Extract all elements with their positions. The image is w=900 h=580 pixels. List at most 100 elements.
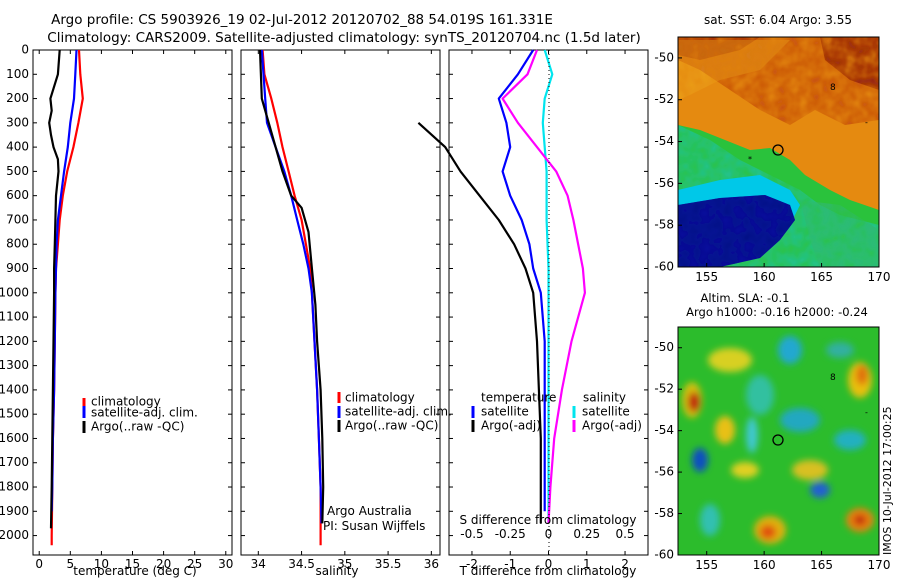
map-y-tick-label: -56 [654,176,674,190]
salinity-axis-label: salinity [315,564,358,578]
credit-institution: Argo Australia [327,504,412,518]
sst-map-axes: 155 160 165 170 -50 -52 -54 -56 -58 -60 [654,50,890,284]
argo-location-marker [772,434,784,446]
x2-tick-label: 0.25 [573,527,600,541]
temperature-axis-label: temperature (deg C) [73,564,196,578]
sla-map-frame [677,326,880,556]
y-tick-label: 800 [6,237,29,251]
map-y-tick-label: -54 [654,134,674,148]
y-tick-label: 1400 [0,382,29,396]
map-x-tick-label: 155 [695,558,718,572]
x-tick-label: 36 [424,557,439,571]
y-tick-label: 300 [6,115,29,129]
series-line-satellite-adj-clim- [50,49,78,512]
float-glyph: * [748,155,752,164]
map-x-tick-label: 160 [753,270,776,284]
temperature-plot-frame [32,49,233,556]
legend-title-temperature: temperature [481,391,556,405]
sla-map-side-label: IMOS 10-Jul-2012 17:00:25 [881,406,894,555]
x-tick-label: 35 [337,557,352,571]
y-tick-label: 1800 [0,480,29,494]
y-tick-label: 700 [6,212,29,226]
salinity-plot-frame [240,49,441,556]
series-line-s-argo-adj- [501,49,587,524]
float-glyph: 8 [830,373,836,383]
legend-label-satellite: satellite-adj. clim. [345,405,452,419]
x-tick-label: 0 [545,557,553,571]
y-tick-label: 1200 [0,334,29,348]
sla-map-title-line2: Argo h1000: -0.16 h2000: -0.24 [686,305,868,319]
y-tick-label: 2000 [0,528,29,542]
salinity-legend: climatology satellite-adj. clim. Argo(..… [337,391,452,433]
temperature-profile-plot: 0 5 10 15 20 25 300100200300400500600700800900… [0,43,233,572]
legend-label-s-argo: Argo(-adj) [582,419,642,433]
salinity-profile-plot: 34 34.5 35 35.5 36 [241,49,440,571]
x2-tick-label: 0.5 [615,527,634,541]
sst-field [678,37,879,267]
y-tick-label: 1900 [0,504,29,518]
x2-tick-label: -0.25 [495,527,526,541]
x2-tick-label: 0 [545,527,553,541]
y-tick-label: 200 [6,91,29,105]
map-y-tick-label: -54 [654,423,674,437]
series-line-argo-raw-qc- [258,49,325,524]
y-tick-label: 1000 [0,285,29,299]
y-tick-label: 400 [6,140,29,154]
figure-title-line2: Climatology: CARS2009. Satellite-adjuste… [47,30,640,46]
difference-profile-plot: -2 -1 0 1 2 [417,49,648,571]
float-glyph: - [865,408,868,417]
sst-map: sat. SST: 6.04 Argo: 3.55 155 160 165 170 -5… [654,13,890,284]
legend-label-s-satellite: satellite [582,405,630,419]
sla-map-axes: 155 160 165 170 -50 -52 -54 -56 -58 -60 [654,340,890,572]
map-y-tick-label: -58 [654,506,674,520]
series-line-argo-raw-qc- [48,49,61,529]
map-y-tick-label: -50 [654,50,674,64]
x-tick-label: -1 [504,557,516,571]
y-tick-label: 0 [21,43,29,57]
sst-map-frame [677,36,880,268]
x-tick-label: 15 [125,557,140,571]
x-tick-label: -2 [466,557,478,571]
map-x-tick-label: 165 [810,558,833,572]
legend-title-salinity: salinity [583,391,626,405]
x-tick-label: 34.5 [288,557,315,571]
map-x-tick-label: 170 [868,558,891,572]
legend-label-argo: Argo(..raw -QC) [91,420,184,434]
sst-map-title: sat. SST: 6.04 Argo: 3.55 [704,13,852,27]
difference-legend: temperature satellite Argo(-adj) salinit… [471,391,642,433]
sla-field [678,327,879,555]
legend-label-satellite: satellite-adj. clim. [91,406,198,420]
x-tick-label: 5 [66,557,74,571]
x-tick-label: 1 [583,557,591,571]
x-tick-label: 0 [35,557,43,571]
map-y-tick-label: -60 [654,548,674,562]
x2-tick-label: -0.5 [460,527,483,541]
difference-top-axis-label: S difference from climatology [460,513,637,527]
map-y-tick-label: -50 [654,340,674,354]
x-tick-label: 25 [187,557,202,571]
x-tick-label: 35.5 [375,557,402,571]
x-tick-label: 20 [156,557,171,571]
difference-axis-label: T difference from climatology [459,564,637,578]
map-y-tick-label: -52 [654,92,674,106]
y-tick-label: 1600 [0,431,29,445]
sla-map: Altim. SLA: -0.1 Argo h1000: -0.16 h2000… [654,291,894,572]
legend-label-climatology: climatology [91,395,161,409]
y-tick-label: 600 [6,188,29,202]
y-tick-label: 100 [6,67,29,81]
y-tick-label: 900 [6,261,29,275]
series-line-t-satellite [497,49,546,512]
series-line-t-argo-adj- [417,121,542,524]
map-x-tick-label: 170 [868,270,891,284]
y-tick-label: 1100 [0,310,29,324]
x-tick-label: 10 [94,557,109,571]
float-glyph: - [865,118,868,127]
float-glyph: 8 [830,83,836,93]
y-tick-label: 1300 [0,358,29,372]
salinity-difference-ticks: -0.5 -0.25 0 0.25 0.5 [460,527,634,541]
map-x-tick-label: 160 [753,558,776,572]
credit-pi: PI: Susan Wijffels [323,519,425,533]
legend-label-argo: Argo(..raw -QC) [345,419,438,433]
map-x-tick-label: 165 [810,270,833,284]
